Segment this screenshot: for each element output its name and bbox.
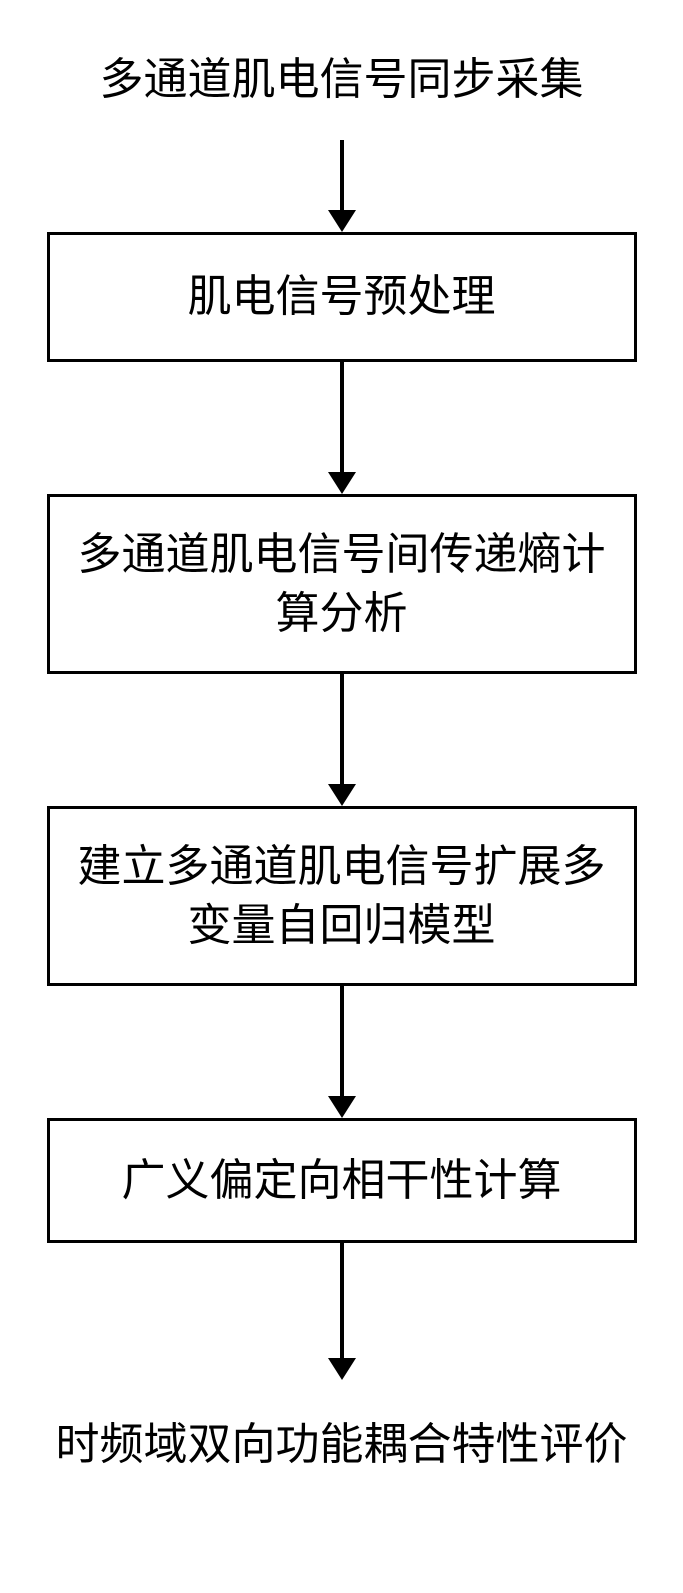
arrow-shaft: [340, 1243, 344, 1358]
flow-node-label: 肌电信号预处理: [188, 267, 496, 326]
flow-node-label: 时频域双向功能耦合特性评价: [56, 1415, 628, 1474]
arrow-head-icon: [328, 1096, 356, 1118]
arrow-head-icon: [328, 784, 356, 806]
arrow-shaft: [340, 986, 344, 1096]
flow-node-label: 广义偏定向相干性计算: [122, 1151, 562, 1210]
flow-node-label: 多通道肌电信号间传递熵计算分析: [70, 525, 614, 644]
flow-arrow: [328, 362, 356, 494]
flow-node-n1: 多通道肌电信号同步采集: [52, 20, 632, 140]
arrow-head-icon: [328, 210, 356, 232]
flow-arrow: [328, 674, 356, 806]
arrow-shaft: [340, 140, 344, 210]
flow-arrow: [328, 1243, 356, 1380]
arrow-head-icon: [328, 472, 356, 494]
flow-arrow: [328, 986, 356, 1118]
flow-node-n6: 时频域双向功能耦合特性评价: [52, 1380, 632, 1510]
flow-node-n3: 多通道肌电信号间传递熵计算分析: [47, 494, 637, 674]
flow-node-n2: 肌电信号预处理: [47, 232, 637, 362]
flow-node-label: 建立多通道肌电信号扩展多变量自回归模型: [70, 837, 614, 956]
flow-node-n5: 广义偏定向相干性计算: [47, 1118, 637, 1243]
arrow-shaft: [340, 674, 344, 784]
flow-node-label: 多通道肌电信号同步采集: [100, 50, 584, 109]
flowchart-container: 多通道肌电信号同步采集肌电信号预处理多通道肌电信号间传递熵计算分析建立多通道肌电…: [0, 0, 683, 1510]
flow-arrow: [328, 140, 356, 232]
arrow-head-icon: [328, 1358, 356, 1380]
flow-node-n4: 建立多通道肌电信号扩展多变量自回归模型: [47, 806, 637, 986]
arrow-shaft: [340, 362, 344, 472]
